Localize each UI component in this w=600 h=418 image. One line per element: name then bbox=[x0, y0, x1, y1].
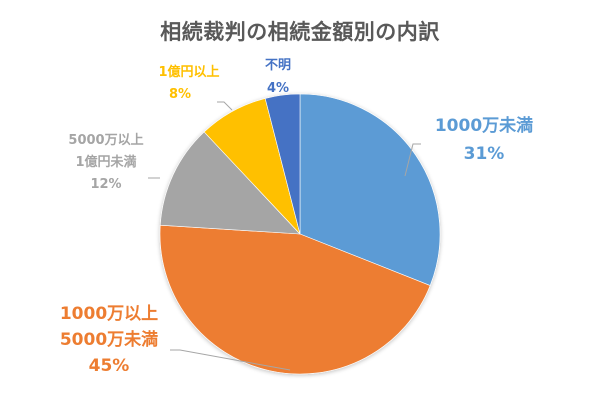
leader-lines bbox=[148, 101, 421, 371]
label-percent: 8% bbox=[168, 87, 192, 102]
label-percent: 12% bbox=[90, 177, 122, 192]
pie-slices bbox=[159, 93, 441, 375]
pie-slice-2 bbox=[159, 131, 301, 235]
pie-slice-0 bbox=[299, 93, 441, 286]
leader-line-s1 bbox=[170, 349, 291, 371]
data-label-over-100m: 1億円以上 8% bbox=[150, 66, 228, 101]
data-label-under-10m: 1000万未満 31% bbox=[428, 118, 540, 163]
pie-slice-4 bbox=[264, 93, 301, 235]
label-category-line2: 1億円未満 bbox=[75, 155, 137, 170]
chart-title: 相続裁判の相続金額別の内訳 bbox=[160, 20, 440, 44]
label-category: 1000万未満 bbox=[434, 116, 534, 136]
data-label-10m-to-50m: 1000万以上 5000万未満 45% bbox=[48, 306, 170, 375]
label-percent: 4% bbox=[266, 81, 290, 96]
data-label-unknown: 不明 4% bbox=[258, 59, 298, 95]
label-category-line1: 5000万以上 bbox=[68, 133, 144, 148]
data-label-50m-to-100m: 5000万以上 1億円未満 12% bbox=[64, 134, 148, 191]
label-percent: 31% bbox=[463, 144, 505, 164]
leader-line-s3 bbox=[217, 101, 233, 111]
leader-line-s0 bbox=[404, 143, 421, 177]
label-percent: 45% bbox=[88, 356, 130, 376]
pie-slice-1 bbox=[159, 224, 431, 375]
label-category: 不明 bbox=[264, 58, 291, 73]
label-category: 1億円以上 bbox=[158, 65, 220, 80]
label-category-line1: 1000万以上 bbox=[59, 304, 159, 324]
label-category-line2: 5000万未満 bbox=[59, 330, 159, 350]
